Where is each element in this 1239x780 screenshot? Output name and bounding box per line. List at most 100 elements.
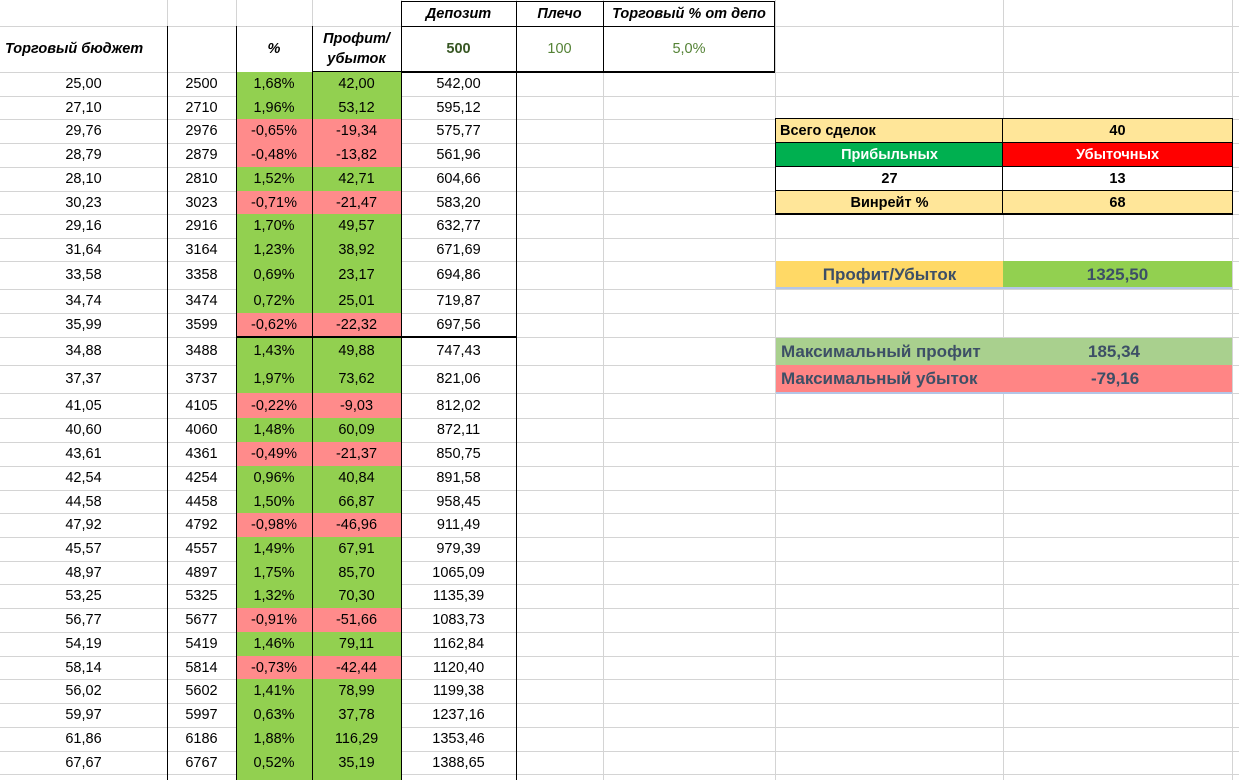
budget-cell[interactable]: 56,02 bbox=[65, 683, 102, 699]
budget-cell[interactable]: 34,74 bbox=[65, 293, 102, 309]
budget-cell[interactable]: 54,19 bbox=[65, 636, 102, 652]
position-size-cell[interactable]: 4897 bbox=[185, 564, 218, 581]
position-size-cell[interactable]: 4458 bbox=[185, 493, 218, 510]
deposit-cell[interactable]: 1353,46 bbox=[432, 731, 485, 747]
profitable-count[interactable]: 27 bbox=[776, 167, 1003, 191]
header-leverage[interactable]: Плечо bbox=[537, 6, 582, 22]
percent-cell[interactable]: -0,48% bbox=[236, 143, 312, 167]
percent-cell[interactable]: 1,88% bbox=[236, 727, 312, 751]
profit-loss-cell[interactable]: 60,09 bbox=[312, 418, 401, 442]
profit-loss-cell[interactable]: 37,78 bbox=[312, 703, 401, 727]
percent-cell[interactable]: -0,73% bbox=[236, 656, 312, 679]
position-size-cell[interactable]: 4060 bbox=[185, 422, 218, 438]
budget-cell[interactable]: 53,25 bbox=[65, 588, 102, 604]
profit-loss-cell[interactable]: -42,44 bbox=[312, 656, 401, 679]
budget-cell[interactable]: 29,16 bbox=[65, 218, 102, 234]
percent-cell[interactable]: 0,96% bbox=[236, 466, 312, 490]
deposit-cell[interactable]: 1135,39 bbox=[432, 588, 485, 604]
position-size-cell[interactable]: 4361 bbox=[185, 446, 218, 462]
total-trades-value[interactable]: 40 bbox=[1003, 119, 1232, 143]
position-size-cell[interactable]: 2710 bbox=[185, 99, 218, 116]
position-size-cell[interactable]: 2976 bbox=[185, 123, 218, 139]
percent-cell[interactable]: -0,91% bbox=[236, 608, 312, 632]
profit-loss-cell[interactable]: 78,99 bbox=[312, 679, 401, 703]
deposit-cell[interactable]: 595,12 bbox=[436, 99, 481, 116]
deposit-cell[interactable]: 694,86 bbox=[436, 267, 481, 283]
header-deposit[interactable]: Депозит bbox=[425, 6, 492, 22]
position-size-cell[interactable]: 5325 bbox=[185, 588, 218, 604]
budget-cell[interactable]: 58,14 bbox=[65, 659, 102, 676]
profit-loss-cell[interactable]: 38,92 bbox=[312, 238, 401, 261]
profit-loss-cell[interactable]: -19,34 bbox=[312, 119, 401, 143]
profit-loss-cell[interactable]: -9,03 bbox=[312, 393, 401, 418]
percent-cell[interactable]: 0,72% bbox=[236, 289, 312, 313]
profit-loss-cell[interactable]: -46,96 bbox=[312, 513, 401, 537]
profit-loss-cell[interactable]: -21,47 bbox=[312, 191, 401, 214]
position-size-cell[interactable]: 5419 bbox=[185, 636, 218, 652]
profit-loss-cell[interactable]: 53,12 bbox=[312, 96, 401, 119]
percent-cell[interactable]: 1,52% bbox=[236, 167, 312, 191]
percent-cell[interactable]: 1,70% bbox=[236, 214, 312, 238]
max-profit-label[interactable]: Максимальный профит bbox=[776, 338, 1003, 365]
budget-cell[interactable]: 61,86 bbox=[65, 731, 102, 747]
deposit-cell[interactable]: 1120,40 bbox=[432, 659, 485, 676]
budget-cell[interactable]: 69,43 bbox=[0, 774, 167, 780]
profitable-label[interactable]: Прибыльных bbox=[776, 143, 1003, 167]
profit-loss-cell[interactable]: 79,11 bbox=[312, 632, 401, 656]
max-loss-label[interactable]: Максимальный убыток bbox=[776, 365, 1003, 393]
position-size-cell[interactable]: 5814 bbox=[185, 659, 218, 676]
budget-cell[interactable]: 40,60 bbox=[65, 422, 102, 438]
budget-cell[interactable]: 34,88 bbox=[65, 343, 102, 359]
position-size-cell[interactable]: 6186 bbox=[185, 731, 218, 747]
percent-cell[interactable]: 0,69% bbox=[236, 261, 312, 289]
percent-cell[interactable]: -0,22% bbox=[236, 393, 312, 418]
budget-cell[interactable]: 29,76 bbox=[65, 123, 102, 139]
budget-cell[interactable]: 47,92 bbox=[65, 517, 102, 533]
deposit-cell[interactable]: 1388,65 bbox=[432, 754, 485, 771]
percent-cell[interactable]: 1,68% bbox=[236, 72, 312, 96]
percent-cell[interactable]: -0,65% bbox=[236, 119, 312, 143]
deposit-value[interactable]: 500 bbox=[446, 41, 471, 57]
percent-cell[interactable]: 1,41% bbox=[236, 679, 312, 703]
percent-cell[interactable]: 1,50% bbox=[236, 490, 312, 513]
position-size-cell[interactable]: 3358 bbox=[185, 267, 218, 283]
deposit-cell[interactable]: 1065,09 bbox=[432, 564, 485, 581]
profit-loss-cell[interactable]: 70,30 bbox=[312, 584, 401, 608]
header-trade-percent[interactable]: Торговый % от депо bbox=[612, 6, 766, 22]
position-size-cell[interactable]: 3023 bbox=[185, 194, 218, 211]
position-size-cell[interactable]: 6767 bbox=[185, 754, 218, 771]
max-loss-value[interactable]: -79,16 bbox=[1003, 365, 1232, 393]
deposit-cell[interactable]: 561,96 bbox=[436, 147, 481, 163]
profit-loss-cell[interactable]: 49,57 bbox=[312, 214, 401, 238]
profit-loss-cell[interactable]: -13,82 bbox=[312, 143, 401, 167]
position-size-cell[interactable]: 3164 bbox=[185, 241, 218, 258]
budget-cell[interactable]: 37,37 bbox=[65, 371, 102, 387]
profit-loss-cell[interactable]: 23,17 bbox=[312, 261, 401, 289]
budget-cell[interactable]: 28,79 bbox=[65, 147, 102, 163]
deposit-cell[interactable]: 979,39 bbox=[436, 541, 481, 557]
percent-cell[interactable]: 1,32% bbox=[236, 584, 312, 608]
header-profit-loss[interactable]: Профит/ убыток bbox=[312, 26, 401, 72]
profit-loss-cell[interactable]: 49,88 bbox=[312, 337, 401, 365]
profit-loss-cell[interactable]: 35,19 bbox=[312, 751, 401, 774]
percent-cell[interactable]: 1,75% bbox=[236, 561, 312, 584]
deposit-cell[interactable]: 583,20 bbox=[436, 194, 481, 211]
budget-cell[interactable]: 30,23 bbox=[65, 194, 102, 211]
deposit-cell[interactable]: 747,43 bbox=[436, 343, 481, 359]
deposit-cell[interactable]: 1199,38 bbox=[432, 683, 485, 699]
losing-label[interactable]: Убыточных bbox=[1003, 143, 1232, 167]
percent-cell[interactable]: 0,63% bbox=[236, 703, 312, 727]
deposit-cell[interactable]: 719,87 bbox=[436, 293, 481, 309]
deposit-cell[interactable]: 575,77 bbox=[436, 123, 481, 139]
profit-loss-cell[interactable]: 25,01 bbox=[312, 289, 401, 313]
percent-cell[interactable]: 1,96% bbox=[236, 96, 312, 119]
percent-cell[interactable]: -0,62% bbox=[236, 313, 312, 337]
position-size-cell[interactable]: 5997 bbox=[185, 707, 218, 723]
deposit-cell[interactable]: 812,02 bbox=[436, 397, 481, 414]
budget-cell[interactable]: 44,58 bbox=[65, 493, 102, 510]
percent-cell[interactable]: -0,98% bbox=[236, 513, 312, 537]
header-percent[interactable]: % bbox=[267, 41, 281, 57]
profit-loss-cell[interactable]: 67,91 bbox=[312, 537, 401, 561]
percent-cell[interactable]: 1,49% bbox=[236, 537, 312, 561]
position-size-cell[interactable]: 5602 bbox=[185, 683, 218, 699]
